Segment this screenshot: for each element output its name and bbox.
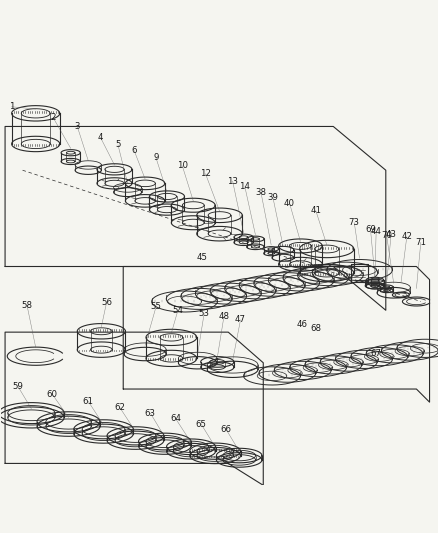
Text: 45: 45 [196, 253, 207, 262]
Text: 38: 38 [255, 189, 266, 198]
Text: 43: 43 [385, 230, 396, 239]
Text: 44: 44 [370, 227, 381, 236]
Text: 69: 69 [364, 225, 375, 234]
Text: 62: 62 [114, 403, 125, 412]
Text: 2: 2 [50, 113, 56, 122]
Text: 13: 13 [226, 176, 237, 185]
Text: 47: 47 [234, 316, 245, 325]
Text: 53: 53 [198, 309, 209, 318]
Text: 61: 61 [82, 397, 93, 406]
Text: 12: 12 [200, 169, 211, 178]
Text: 1: 1 [9, 102, 14, 111]
Text: 3: 3 [74, 122, 80, 131]
Text: 55: 55 [150, 302, 161, 311]
Text: 5: 5 [115, 140, 120, 149]
Text: 9: 9 [153, 154, 159, 163]
Text: 73: 73 [348, 218, 359, 227]
Text: 60: 60 [47, 390, 58, 399]
Text: 63: 63 [145, 409, 155, 417]
Text: 70: 70 [380, 231, 391, 240]
Text: 58: 58 [21, 301, 32, 310]
Text: 42: 42 [400, 232, 411, 241]
Text: 10: 10 [177, 161, 187, 171]
Text: 6: 6 [131, 146, 137, 155]
Text: 46: 46 [296, 320, 307, 329]
Text: 14: 14 [239, 182, 250, 191]
Text: 68: 68 [310, 324, 321, 333]
Text: 66: 66 [220, 425, 231, 434]
Text: 65: 65 [195, 419, 206, 429]
Text: 67: 67 [370, 349, 381, 358]
Text: 48: 48 [218, 312, 229, 321]
Text: 71: 71 [414, 238, 425, 247]
Text: 59: 59 [13, 382, 24, 391]
Text: 54: 54 [172, 306, 183, 315]
Text: 41: 41 [310, 206, 321, 215]
Text: 4: 4 [98, 133, 103, 142]
Text: 64: 64 [170, 414, 181, 423]
Text: 40: 40 [283, 199, 294, 207]
Text: 56: 56 [101, 298, 112, 307]
Text: 39: 39 [267, 193, 278, 202]
